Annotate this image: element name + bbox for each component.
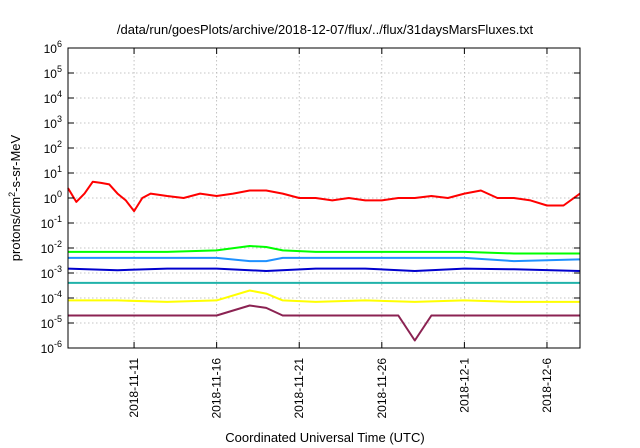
grid bbox=[68, 48, 580, 348]
series-group bbox=[67, 180, 581, 342]
series-line-7 bbox=[68, 304, 580, 342]
y-tick-label: 102 bbox=[44, 139, 62, 156]
y-tick-labels: 10-6 10-5 10-4 10-3 10-2 10-1 100 101 102 103 104 1… bbox=[41, 39, 62, 356]
plot-frame bbox=[67, 47, 581, 349]
x-tick-label: 2018-11-26 bbox=[375, 358, 389, 419]
x-tick-labels: 2018-11-11 2018-11-16 2018-11-21 2018-11-26… bbox=[127, 358, 554, 419]
y-tick-label: 103 bbox=[44, 114, 62, 131]
y-tick-label: 101 bbox=[44, 164, 62, 181]
x-tick-label: 2018-11-21 bbox=[292, 358, 306, 419]
chart-title: /data/run/goesPlots/archive/2018-12-07/f… bbox=[117, 22, 534, 37]
y-tick-label: 10-6 bbox=[41, 339, 62, 356]
y-tick-label: 104 bbox=[44, 89, 62, 106]
series-line-2 bbox=[68, 245, 580, 255]
y-tick-label: 10-4 bbox=[41, 289, 62, 306]
y-tick-label: 100 bbox=[44, 189, 62, 206]
x-tick-label: 2018-11-16 bbox=[210, 358, 224, 419]
x-axis-label: Coordinated Universal Time (UTC) bbox=[225, 430, 424, 445]
series-line-3 bbox=[68, 256, 581, 263]
y-axis-label-sup: 2 bbox=[7, 192, 17, 197]
y-tick-label: 10-1 bbox=[41, 214, 62, 231]
y-axis-label: protons/cm2-s-sr-MeV bbox=[7, 134, 23, 261]
x-tick-label: 2018-12-1 bbox=[457, 358, 471, 413]
y-tick-label: 106 bbox=[44, 39, 62, 56]
y-axis-label-rest: -s-sr-MeV bbox=[8, 134, 23, 191]
series-line-4 bbox=[67, 267, 581, 272]
series-line-6 bbox=[68, 289, 580, 303]
series-line-1 bbox=[67, 180, 581, 213]
y-tick-label: 10-5 bbox=[41, 314, 62, 331]
x-tick-label: 2018-12-6 bbox=[540, 358, 554, 413]
y-tick-label: 10-3 bbox=[41, 264, 62, 281]
x-tick-label: 2018-11-11 bbox=[127, 358, 141, 418]
y-tick-label: 10-2 bbox=[41, 239, 62, 256]
y-tick-label: 105 bbox=[44, 64, 62, 81]
y-axis-label-base: protons/cm bbox=[8, 197, 23, 261]
